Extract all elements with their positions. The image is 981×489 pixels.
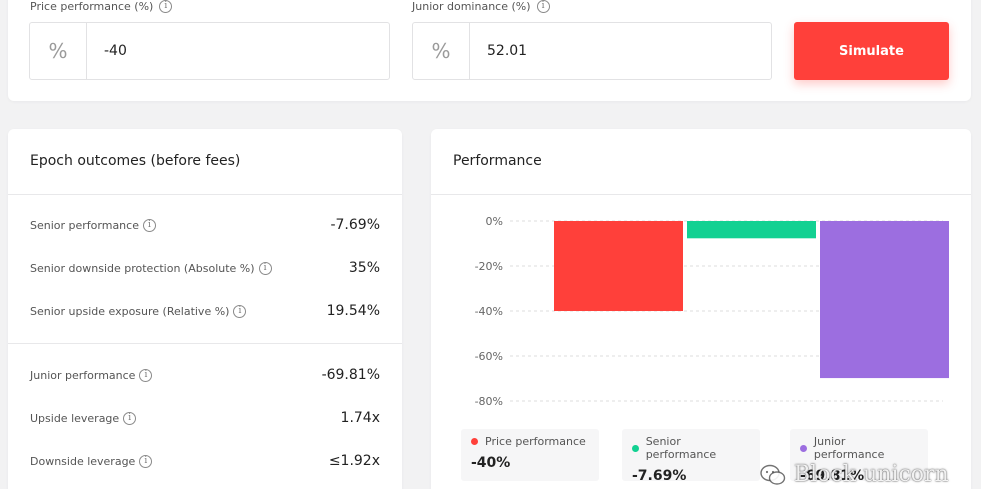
row-label: Senior performance	[30, 218, 139, 232]
senior-upside-exposure-value: 19.54%	[326, 303, 380, 319]
y-tick-label: -60%	[475, 350, 503, 363]
info-icon[interactable]: i	[536, 0, 550, 13]
senior-downside-protection-value: 35%	[348, 260, 380, 276]
y-tick-label: 0%	[486, 215, 503, 228]
senior-upside-exposure-row: Senior upside exposure (Relative %) i 19.…	[30, 303, 380, 319]
row-label: Senior downside protection (Absolute %)	[30, 261, 255, 275]
performance-bar-chart: 0% -20% -40% -60% -80%	[475, 215, 949, 408]
row-label: Senior upside exposure (Relative %)	[30, 304, 230, 318]
junior-performance-row: Junior performance i -69.81%	[30, 367, 380, 383]
row-label: Upside leverage	[30, 411, 120, 425]
legend-value: -69.81%	[800, 468, 865, 484]
wechat-logo-icon	[760, 464, 786, 485]
legend-value: -7.69%	[632, 468, 687, 484]
percent-icon: %	[413, 23, 470, 79]
info-icon[interactable]: i	[159, 0, 173, 13]
legend-dot-icon	[471, 438, 478, 445]
bar-junior-performance[interactable]	[820, 221, 949, 379]
legend-label: Junior performance	[813, 435, 885, 461]
legend-label: Senior performance	[645, 435, 717, 461]
performance-panel: Performance 0% -20% -40% -60% -80% Price per…	[431, 129, 971, 489]
simulate-button[interactable]: Simulate	[794, 22, 949, 80]
legend-dot-icon	[632, 444, 639, 452]
price-performance-input[interactable]	[87, 23, 389, 79]
bar-senior-performance[interactable]	[687, 221, 816, 239]
legend-senior-performance: Senior performance -7.69%	[622, 429, 760, 484]
percent-icon: %	[30, 23, 87, 79]
legend-value: -40%	[471, 455, 511, 471]
junior-dominance-field: %	[412, 22, 772, 80]
legend-dot-icon	[800, 444, 807, 452]
bar-price-performance[interactable]	[554, 221, 683, 311]
simulation-input-panel: Price performance (%) i % Junior dominan…	[8, 0, 971, 101]
price-performance-field: %	[29, 22, 390, 80]
legend-junior-performance: Junior performance -69.81%	[790, 429, 928, 484]
downside-leverage-row: Downside leverage i ≤1.92x	[30, 453, 380, 469]
y-tick-label: -20%	[475, 260, 503, 273]
junior-performance-value: -69.81%	[321, 367, 380, 383]
senior-performance-row: Senior performance i -7.69%	[30, 217, 380, 233]
price-performance-label: Price performance (%) i	[30, 0, 173, 13]
info-icon[interactable]: i	[123, 411, 137, 425]
y-tick-label: -40%	[475, 305, 503, 318]
junior-dominance-label: Junior dominance (%) i	[412, 0, 550, 13]
info-icon[interactable]: i	[258, 261, 272, 275]
legend-label: Price performance	[485, 435, 586, 448]
legend-price-performance: Price performance -40%	[461, 429, 599, 481]
watermark-text: Block unicorn	[794, 462, 949, 487]
divider	[8, 194, 402, 195]
performance-title: Performance	[453, 153, 542, 169]
info-icon[interactable]: i	[142, 218, 156, 232]
junior-dominance-input[interactable]	[470, 23, 771, 79]
watermark: Block unicorn	[760, 462, 949, 487]
row-label: Junior performance	[30, 368, 136, 382]
downside-leverage-value: ≤1.92x	[328, 453, 380, 469]
y-tick-label: -80%	[475, 395, 503, 408]
info-icon[interactable]: i	[139, 454, 153, 468]
info-icon[interactable]: i	[139, 368, 153, 382]
divider	[8, 343, 402, 344]
epoch-outcomes-panel: Epoch outcomes (before fees) Senior perf…	[8, 129, 402, 489]
divider	[431, 194, 971, 195]
upside-leverage-row: Upside leverage i 1.74x	[30, 410, 380, 426]
senior-downside-protection-row: Senior downside protection (Absolute %) i…	[30, 260, 380, 276]
senior-performance-value: -7.69%	[330, 217, 380, 233]
info-icon[interactable]: i	[233, 304, 247, 318]
row-label: Downside leverage	[30, 454, 136, 468]
upside-leverage-value: 1.74x	[340, 410, 380, 426]
epoch-outcomes-title: Epoch outcomes (before fees)	[30, 153, 241, 169]
